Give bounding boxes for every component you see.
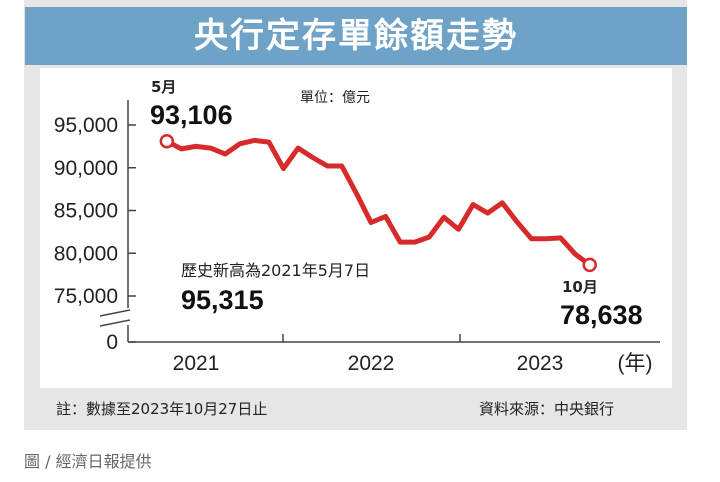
image-credit: 圖 / 經濟日報提供 [24,452,152,471]
axis-break-mark [99,309,131,317]
y-tick-label: 80,000 [54,242,118,265]
record-value: 95,315 [181,285,264,315]
axes [99,100,660,343]
title-banner [25,7,687,65]
x-tick-label: 2021 [173,352,220,375]
end-month-label: 10月 [562,278,598,296]
y-tick-label: 95,000 [54,114,118,137]
record-note: 歷史新高為2021年5月7日 [181,261,370,280]
series-line [164,137,593,268]
x-tick-label: 2022 [348,352,395,375]
x-tick-label: 2023 [517,352,564,375]
source-note: 資料來源：中央銀行 [479,400,614,418]
axis-break-mark [99,319,131,327]
chart-title: 央行定存單餘額走勢 [194,16,518,56]
plot-area [40,68,672,388]
y-tick-label: 0 [106,331,118,354]
footnote: 註：數據至2023年10月27日止 [56,400,267,418]
y-tick-label: 75,000 [54,285,118,308]
start-month-label: 5月 [151,78,176,96]
x-tick-label: (年) [618,352,653,375]
end-point-marker [582,257,597,273]
end-value-label: 78,638 [560,300,643,330]
start-value-label: 93,106 [150,100,233,130]
unit-label: 單位：億元 [300,90,370,106]
y-tick-label: 90,000 [54,157,118,180]
start-point-marker [159,133,175,149]
y-tick-label: 85,000 [54,200,118,223]
